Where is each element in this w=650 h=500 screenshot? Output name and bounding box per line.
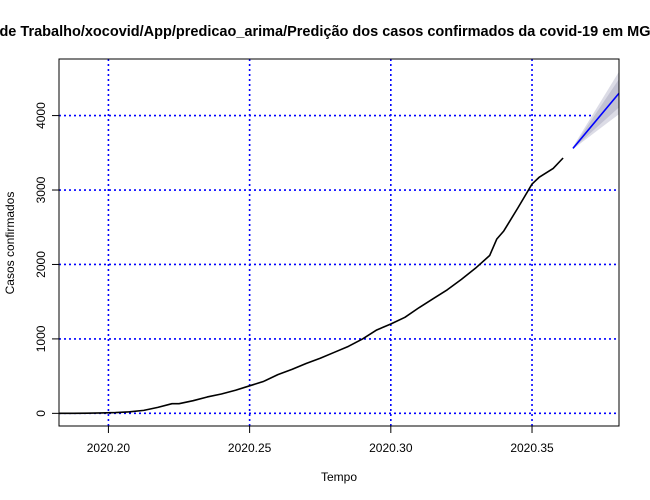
confidence-band bbox=[572, 71, 619, 150]
observed-line bbox=[59, 157, 564, 415]
x-tick-label: 2020.25 bbox=[228, 441, 272, 455]
y-tick-label: 4000 bbox=[34, 102, 48, 129]
x-tick-label: 2020.30 bbox=[369, 441, 413, 455]
y-tick-label: 3000 bbox=[34, 176, 48, 203]
series-lines bbox=[59, 92, 620, 415]
grid-lines bbox=[59, 59, 619, 426]
chart-title: de Trabalho/xocovid/App/predicao_arima/P… bbox=[0, 24, 650, 40]
x-tick-label: 2020.20 bbox=[87, 441, 131, 455]
forecast-line bbox=[572, 92, 620, 149]
plot-frame bbox=[58, 58, 620, 427]
x-axis-label: Tempo bbox=[321, 470, 357, 484]
y-tick-label: 1000 bbox=[34, 325, 48, 352]
y-tick-label: 0 bbox=[34, 410, 48, 417]
y-axis: 0 1000 2000 3000 4000 bbox=[34, 102, 59, 417]
confidence-band bbox=[572, 79, 619, 149]
y-axis-label: Casos confirmados bbox=[3, 192, 17, 295]
forecast-intervals bbox=[572, 71, 619, 150]
y-tick-label: 2000 bbox=[34, 251, 48, 278]
x-axis: 2020.20 2020.25 2020.30 2020.35 bbox=[87, 426, 554, 455]
x-tick-label: 2020.35 bbox=[510, 441, 554, 455]
